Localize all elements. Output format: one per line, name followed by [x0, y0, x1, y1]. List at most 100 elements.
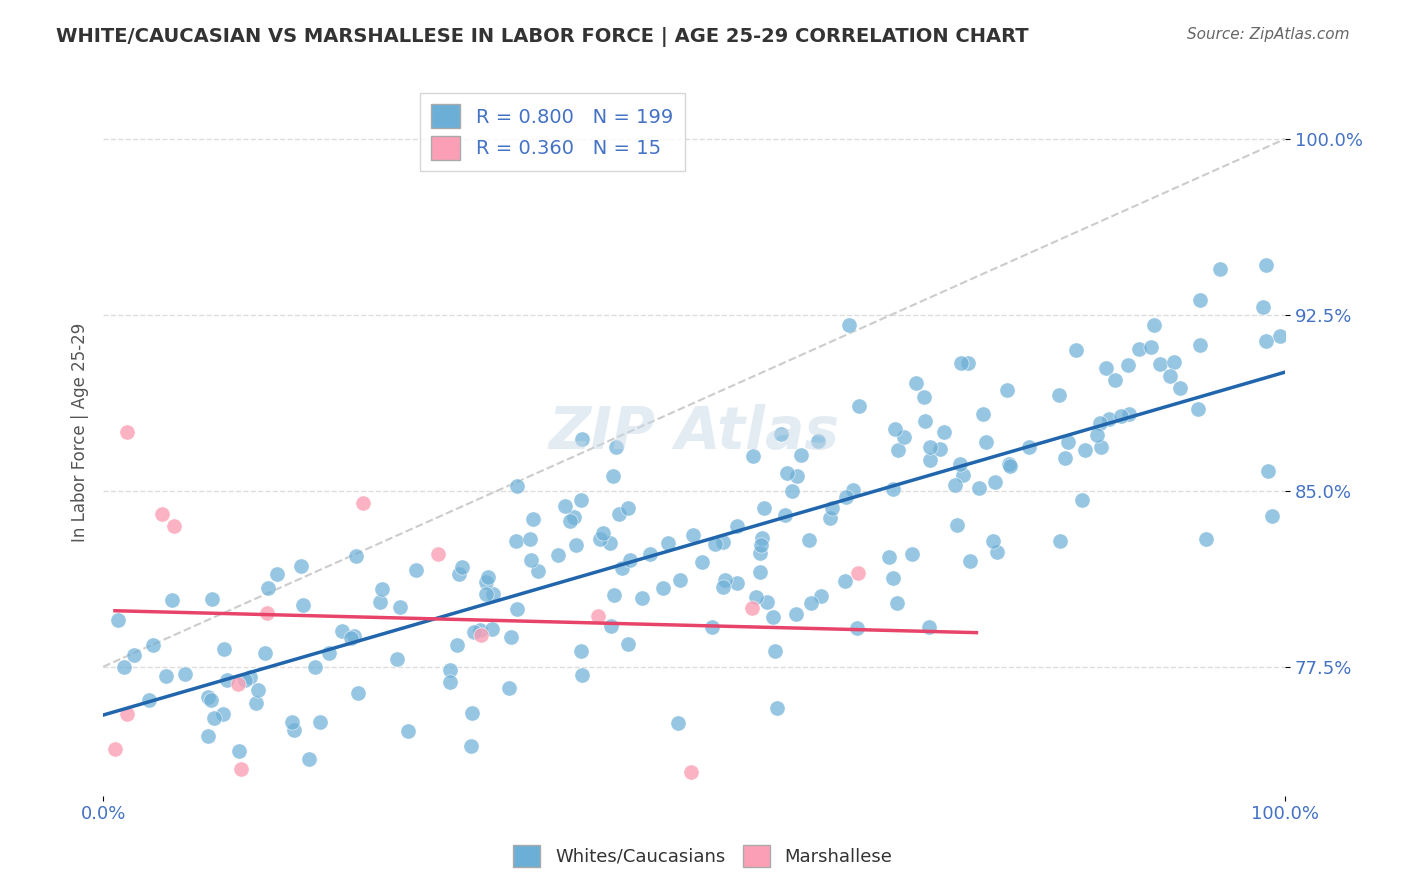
- Whites/Caucasians: [527, 565, 550, 579]
- Y-axis label: In Labor Force | Age 25-29: In Labor Force | Age 25-29: [72, 323, 89, 541]
- Whites/Caucasians: [389, 600, 412, 615]
- Whites/Caucasians: [882, 571, 904, 585]
- Whites/Caucasians: [571, 432, 593, 446]
- Whites/Caucasians: [520, 553, 543, 567]
- Marshallese: [741, 600, 763, 615]
- Whites/Caucasians: [983, 534, 1005, 549]
- Whites/Caucasians: [976, 434, 998, 449]
- Whites/Caucasians: [950, 356, 973, 370]
- Whites/Caucasians: [762, 609, 785, 624]
- Whites/Caucasians: [1049, 533, 1071, 548]
- Whites/Caucasians: [173, 667, 195, 681]
- Whites/Caucasians: [893, 430, 915, 444]
- Whites/Caucasians: [972, 407, 994, 421]
- Whites/Caucasians: [447, 566, 470, 581]
- Whites/Caucasians: [766, 701, 789, 715]
- Marshallese: [104, 742, 127, 756]
- Whites/Caucasians: [451, 560, 474, 574]
- Whites/Caucasians: [946, 518, 969, 533]
- Whites/Caucasians: [749, 546, 772, 560]
- Whites/Caucasians: [592, 526, 614, 541]
- Whites/Caucasians: [967, 481, 990, 495]
- Whites/Caucasians: [197, 729, 219, 743]
- Whites/Caucasians: [957, 356, 980, 370]
- Whites/Caucasians: [997, 457, 1019, 471]
- Whites/Caucasians: [385, 652, 408, 666]
- Whites/Caucasians: [848, 399, 870, 413]
- Whites/Caucasians: [887, 442, 910, 457]
- Whites/Caucasians: [474, 587, 496, 601]
- Marshallese: [681, 765, 703, 780]
- Whites/Caucasians: [304, 660, 326, 674]
- Whites/Caucasians: [1090, 440, 1112, 454]
- Whites/Caucasians: [1159, 369, 1181, 384]
- Whites/Caucasians: [690, 555, 713, 569]
- Whites/Caucasians: [200, 693, 222, 707]
- Whites/Caucasians: [215, 673, 238, 687]
- Whites/Caucasians: [554, 499, 576, 513]
- Whites/Caucasians: [1128, 342, 1150, 356]
- Whites/Caucasians: [228, 744, 250, 758]
- Whites/Caucasians: [470, 624, 492, 638]
- Marshallese: [115, 706, 138, 721]
- Whites/Caucasians: [918, 620, 941, 634]
- Whites/Caucasians: [934, 425, 956, 439]
- Whites/Caucasians: [1163, 355, 1185, 369]
- Whites/Caucasians: [318, 647, 340, 661]
- Whites/Caucasians: [842, 483, 865, 497]
- Whites/Caucasians: [142, 638, 165, 652]
- Whites/Caucasians: [986, 545, 1008, 559]
- Marshallese: [150, 508, 173, 522]
- Whites/Caucasians: [713, 580, 735, 594]
- Whites/Caucasians: [460, 706, 482, 721]
- Whites/Caucasians: [1057, 435, 1080, 450]
- Whites/Caucasians: [877, 549, 900, 564]
- Whites/Caucasians: [1053, 450, 1076, 465]
- Whites/Caucasians: [565, 538, 588, 552]
- Whites/Caucasians: [666, 716, 689, 731]
- Whites/Caucasians: [439, 664, 461, 678]
- Whites/Caucasians: [669, 573, 692, 587]
- Whites/Caucasians: [818, 511, 841, 525]
- Whites/Caucasians: [755, 595, 778, 609]
- Whites/Caucasians: [569, 644, 592, 658]
- Whites/Caucasians: [952, 467, 974, 482]
- Whites/Caucasians: [1187, 401, 1209, 416]
- Whites/Caucasians: [749, 538, 772, 552]
- Legend: R = 0.800   N = 199, R = 0.360   N = 15: R = 0.800 N = 199, R = 0.360 N = 15: [419, 93, 685, 171]
- Whites/Caucasians: [995, 384, 1018, 398]
- Whites/Caucasians: [1257, 464, 1279, 478]
- Whites/Caucasians: [912, 390, 935, 404]
- Whites/Caucasians: [838, 318, 860, 333]
- Marshallese: [115, 425, 138, 439]
- Whites/Caucasians: [292, 599, 315, 613]
- Whites/Caucasians: [498, 681, 520, 696]
- Whites/Caucasians: [246, 682, 269, 697]
- Marshallese: [846, 566, 869, 580]
- Whites/Caucasians: [571, 667, 593, 681]
- Whites/Caucasians: [1149, 357, 1171, 371]
- Whites/Caucasians: [725, 575, 748, 590]
- Whites/Caucasians: [741, 449, 763, 463]
- Whites/Caucasians: [1118, 407, 1140, 421]
- Whites/Caucasians: [138, 692, 160, 706]
- Whites/Caucasians: [959, 554, 981, 568]
- Whites/Caucasians: [786, 469, 808, 483]
- Whites/Caucasians: [396, 724, 419, 739]
- Whites/Caucasians: [846, 621, 869, 635]
- Whites/Caucasians: [807, 434, 830, 449]
- Whites/Caucasians: [1254, 258, 1277, 272]
- Whites/Caucasians: [1143, 318, 1166, 332]
- Whites/Caucasians: [682, 528, 704, 542]
- Whites/Caucasians: [266, 566, 288, 581]
- Whites/Caucasians: [725, 519, 748, 533]
- Whites/Caucasians: [460, 739, 482, 754]
- Whites/Caucasians: [983, 475, 1005, 489]
- Whites/Caucasians: [506, 479, 529, 493]
- Whites/Caucasians: [1098, 412, 1121, 426]
- Whites/Caucasians: [1088, 416, 1111, 430]
- Whites/Caucasians: [605, 440, 627, 454]
- Whites/Caucasians: [949, 457, 972, 471]
- Whites/Caucasians: [1209, 261, 1232, 276]
- Whites/Caucasians: [505, 602, 527, 616]
